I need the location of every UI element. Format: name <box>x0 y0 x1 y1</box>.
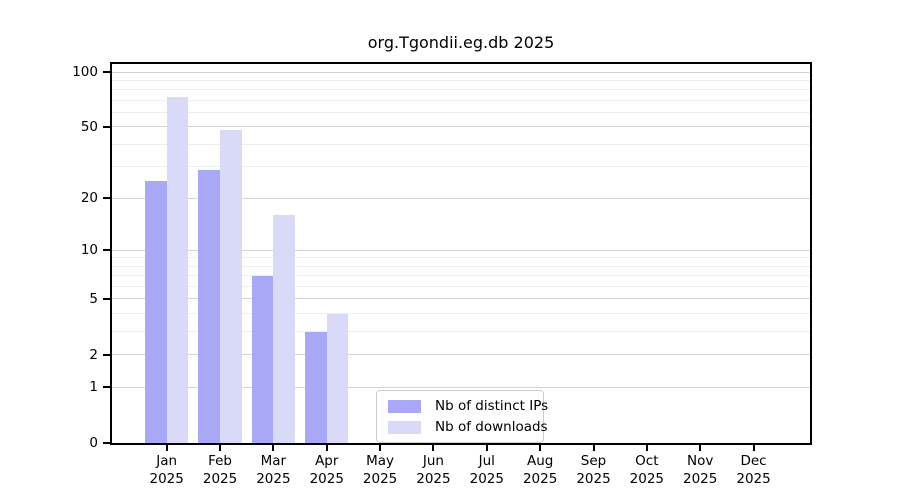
y-gridline-minor <box>112 166 810 168</box>
x-tick-mark <box>272 443 275 451</box>
x-month-label-jan: Jan 2025 <box>127 453 207 488</box>
bar-nb-of-downloads-feb <box>220 130 242 443</box>
y-tick-label: 5 <box>89 290 98 307</box>
x-month-label-mar: Mar 2025 <box>233 453 313 488</box>
y-gridline-minor <box>112 265 810 267</box>
y-gridline-major <box>112 197 810 199</box>
x-month-label-oct: Oct 2025 <box>607 453 687 488</box>
x-tick-mark <box>325 443 328 451</box>
x-month-label-jun: Jun 2025 <box>393 453 473 488</box>
y-tick-mark <box>103 386 110 389</box>
y-tick-label: 50 <box>80 118 98 135</box>
y-tick-mark <box>103 442 110 444</box>
legend-swatch-distinct-ips-icon <box>388 399 421 413</box>
x-tick-mark <box>699 443 702 451</box>
x-year-label: 2025 <box>362 470 398 487</box>
y-gridline-major <box>112 354 810 356</box>
y-gridline-minor <box>112 313 810 315</box>
x-year-label: 2025 <box>683 470 718 487</box>
y-tick-label: 0 <box>89 435 98 451</box>
legend-label-distinct-ips: Nb of distinct IPs <box>435 398 549 414</box>
x-tick-mark <box>432 443 435 451</box>
x-year-label: 2025 <box>736 470 771 487</box>
x-tick-mark <box>485 443 488 451</box>
y-gridline-major <box>112 249 810 251</box>
legend-item-downloads: Nb of downloads <box>388 418 548 436</box>
y-tick-mark <box>103 71 110 73</box>
x-tick-mark <box>219 443 222 451</box>
bar-nb-of-distinct-ips-mar <box>251 275 274 443</box>
x-month-label-nov: Nov 2025 <box>660 453 740 488</box>
y-gridline-minor <box>112 286 810 288</box>
y-tick-mark <box>103 249 110 252</box>
x-year-label: 2025 <box>576 470 611 487</box>
y-tick-label: 20 <box>80 190 98 207</box>
bar-nb-of-distinct-ips-apr <box>305 331 327 443</box>
x-month-label-may: May 2025 <box>340 453 420 488</box>
y-tick-label: 10 <box>80 242 98 259</box>
x-tick-mark <box>165 443 168 451</box>
x-year-label: 2025 <box>202 470 238 487</box>
x-year-label: 2025 <box>256 470 291 487</box>
y-gridline-major <box>112 126 810 128</box>
x-month-label-aug: Aug 2025 <box>500 453 580 488</box>
y-tick-mark <box>103 353 110 356</box>
y-gridline-minor <box>112 112 810 114</box>
x-year-label: 2025 <box>149 470 184 487</box>
x-year-label: 2025 <box>469 470 504 487</box>
legend-swatch-downloads-icon <box>388 420 421 434</box>
bar-nb-of-distinct-ips-feb <box>198 169 221 443</box>
x-month-label-sep: Sep 2025 <box>554 453 634 488</box>
y-gridline-minor <box>112 143 810 145</box>
x-year-label: 2025 <box>629 470 665 487</box>
x-month-label-apr: Apr 2025 <box>287 453 367 488</box>
x-tick-mark <box>539 443 542 451</box>
plot-area: Nb of distinct IPs Nb of downloads 0 1 2 5 1… <box>72 62 812 487</box>
y-gridline-minor <box>112 257 810 259</box>
y-tick-mark <box>103 197 110 200</box>
x-tick-mark <box>752 443 755 451</box>
chart-title: org.Tgondii.eg.db 2025 <box>367 33 555 52</box>
y-gridline-minor <box>112 79 810 81</box>
legend-item-distinct-ips: Nb of distinct IPs <box>388 397 548 415</box>
y-gridline-minor <box>112 331 810 333</box>
bar-nb-of-downloads-jan <box>166 97 189 443</box>
y-tick-label: 100 <box>72 64 98 80</box>
y-gridline-major <box>112 71 810 73</box>
y-gridline-major <box>112 298 810 300</box>
y-gridline-minor <box>112 275 810 277</box>
x-tick-mark <box>645 443 648 451</box>
x-tick-mark <box>592 443 595 451</box>
legend: Nb of distinct IPs Nb of downloads <box>376 390 548 443</box>
y-gridline-minor <box>112 89 810 91</box>
y-tick-mark <box>103 125 110 128</box>
x-month-label-dec: Dec 2025 <box>714 453 794 488</box>
bar-nb-of-downloads-mar <box>273 215 295 443</box>
y-gridline-major <box>112 386 810 388</box>
bar-nb-of-downloads-apr <box>326 313 349 443</box>
y-gridline-minor <box>112 99 810 101</box>
legend-label-downloads: Nb of downloads <box>435 419 548 435</box>
y-tick-label: 1 <box>89 379 98 396</box>
x-year-label: 2025 <box>522 470 558 487</box>
x-tick-mark <box>379 443 382 451</box>
x-year-label: 2025 <box>309 470 344 487</box>
x-month-label-feb: Feb 2025 <box>180 453 260 488</box>
bar-nb-of-distinct-ips-jan <box>145 181 167 443</box>
x-year-label: 2025 <box>416 470 451 487</box>
y-tick-mark <box>103 297 110 300</box>
y-tick-label: 2 <box>89 346 98 363</box>
x-month-label-jul: Jul 2025 <box>447 453 527 488</box>
